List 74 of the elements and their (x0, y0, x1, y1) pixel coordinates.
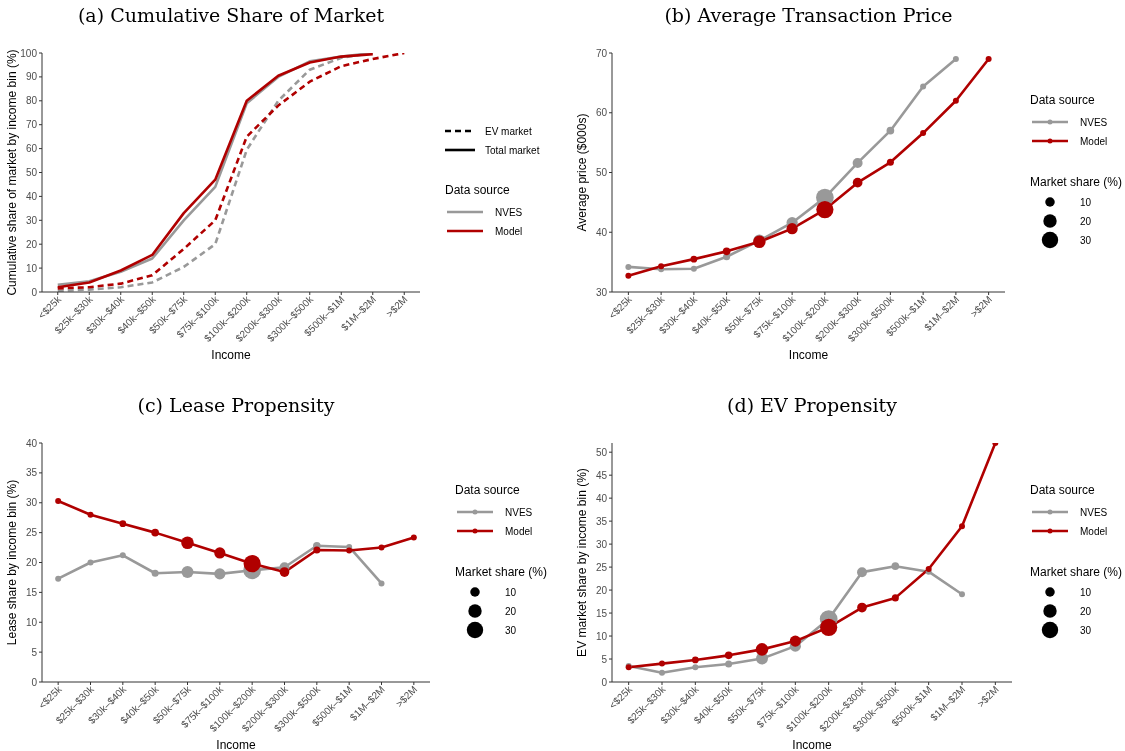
legend-label: Model (1080, 136, 1108, 147)
y-tick-label: 10 (25, 616, 38, 628)
y-tick-label: 70 (595, 47, 608, 59)
legend-label: NVES (1080, 507, 1108, 518)
y-tick-label: 5 (31, 646, 38, 658)
legend-title: Data source (1030, 93, 1096, 107)
chart-title: (d) EV Propensity (727, 394, 898, 416)
y-tick-label: 50 (595, 446, 608, 458)
legend-label: 20 (1080, 216, 1092, 227)
text: Market share (%) (455, 565, 548, 579)
legend-label: 30 (1080, 625, 1092, 636)
y-tick-label: 10 (595, 630, 608, 642)
y-axis-title: Average price ($000s) (575, 113, 589, 232)
y-axis-title: EV market share by income bin (%) (575, 468, 589, 657)
y-tick-label: 45 (595, 469, 608, 481)
chart-title: (b) Average Transaction Price (664, 4, 953, 26)
y-tick-label: 40 (25, 437, 38, 449)
y-tick-label: 30 (25, 214, 38, 226)
y-tick-label: 35 (595, 515, 608, 527)
legend-label: 30 (505, 625, 517, 636)
y-tick-label: 60 (25, 143, 38, 155)
text: Market share (%) (1030, 565, 1123, 579)
y-tick-label: 100 (20, 47, 38, 59)
y-tick-label: 0 (31, 676, 38, 688)
y-tick-label: 25 (25, 527, 38, 539)
y-axis-title: Lease share by income bin (%) (5, 479, 19, 646)
legend-label: NVES (1080, 117, 1108, 128)
y-tick-label: 40 (595, 226, 608, 238)
legend-label: Model (1080, 526, 1108, 537)
legend-label: 10 (505, 587, 517, 598)
legend-label: 30 (1080, 235, 1092, 246)
y-tick-label: 40 (25, 190, 38, 202)
text: Total market (485, 145, 540, 156)
legend-label: NVES (505, 507, 533, 518)
y-tick-label: 10 (25, 262, 38, 274)
text: EV market (485, 126, 532, 137)
y-tick-label: 60 (595, 107, 608, 119)
y-tick-label: 20 (25, 238, 38, 250)
text: Market share (%) (1030, 175, 1123, 189)
x-axis-title: Income (211, 348, 251, 362)
x-axis-title: Income (792, 738, 832, 751)
y-tick-label: 90 (25, 71, 38, 83)
y-tick-label: 80 (25, 95, 38, 107)
y-tick-label: 40 (595, 492, 608, 504)
legend-label: Model (505, 526, 533, 537)
x-axis-title: Income (216, 738, 256, 751)
x-axis-title: Income (788, 348, 829, 362)
y-tick-label: 15 (595, 607, 608, 619)
legend-title: Data source (455, 483, 521, 497)
y-tick-label: 30 (595, 538, 608, 550)
legend-label: NVES (495, 207, 523, 218)
chart-title: (a) Cumulative Share of Market (77, 4, 385, 26)
y-tick-label: 25 (595, 561, 608, 573)
chart-title: (c) Lease Propensity (137, 394, 335, 416)
y-tick-label: 0 (601, 676, 608, 688)
legend-title: Data source (1030, 483, 1096, 497)
y-tick-label: 50 (25, 167, 38, 178)
y-tick-label: 30 (25, 497, 38, 509)
y-tick-label: 20 (25, 557, 38, 568)
y-tick-label: 0 (31, 286, 38, 298)
legend-label: 10 (1080, 197, 1092, 208)
y-tick-label: 35 (25, 467, 38, 479)
legend-label: Model (495, 226, 523, 237)
y-tick-label: 15 (25, 586, 38, 598)
y-axis-title: Cumulative share of market by income bin (%) (5, 49, 19, 296)
legend-label: 20 (1080, 606, 1092, 617)
y-tick-label: 20 (595, 584, 608, 596)
legend-label: 10 (1080, 587, 1092, 598)
y-tick-label: 30 (595, 286, 608, 298)
y-tick-label: 5 (601, 653, 608, 665)
y-tick-label: 70 (25, 119, 38, 131)
y-tick-label: 50 (595, 167, 608, 178)
legend-title: Data source (445, 183, 511, 197)
legend-label: 20 (505, 606, 517, 617)
